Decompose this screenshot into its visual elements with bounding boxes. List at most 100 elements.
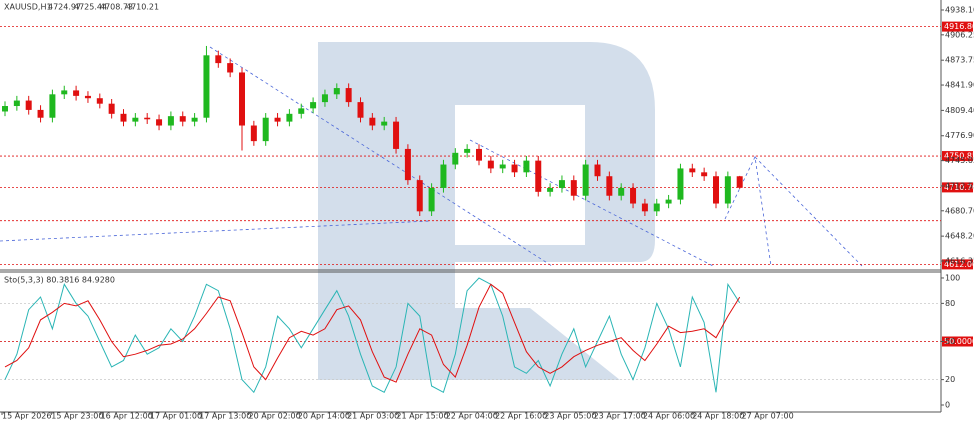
ohlc-high: 4725.44 (74, 3, 107, 12)
candle-body (487, 160, 494, 169)
candle-body (227, 63, 234, 73)
candle-body (191, 117, 198, 122)
candle-body (452, 152, 459, 165)
candle-body (84, 95, 91, 99)
y-tick-label: 80 (945, 299, 955, 308)
candle-body (156, 119, 163, 126)
candle-body (440, 164, 447, 188)
candle-body (25, 100, 32, 110)
level-tag-box (942, 182, 973, 193)
ohlc-low: 4708.73 (100, 3, 133, 12)
candle-body (713, 176, 719, 204)
candle-body (428, 187, 435, 212)
candle-body (570, 180, 577, 196)
indicator-line (4, 277, 741, 394)
candle-body (262, 117, 269, 142)
candle-body (653, 203, 660, 212)
y-tick-label: 0 (945, 401, 950, 410)
candle-body (61, 90, 68, 95)
candle-body (250, 125, 257, 142)
candle-body (108, 103, 115, 114)
candle-body (120, 113, 127, 122)
candle-body (215, 55, 222, 64)
indicator-line (4, 283, 741, 383)
candle-body (665, 199, 672, 204)
symbol: XAUUSD,H1 (4, 3, 52, 12)
candle-body (701, 172, 708, 177)
ohlc-open: 4724.97 (48, 3, 81, 12)
candle-body (96, 98, 103, 104)
level-tag: 4750.85 (942, 151, 974, 162)
candle-body (144, 117, 151, 120)
trend-line (469, 139, 714, 267)
x-tick-label: 23 Apr 05:00 (544, 412, 596, 421)
candle-body (535, 160, 542, 192)
level-tag-box (942, 336, 973, 347)
candle-body (239, 72, 245, 126)
candle-body (73, 90, 80, 96)
y-tick-label: 4616.35 (945, 256, 974, 265)
level-tag: 4710.70 (942, 182, 974, 193)
y-tick-label: 4680.70 (945, 206, 974, 215)
candle-body (345, 88, 352, 103)
level-tag-label: 4750.85 (944, 152, 974, 161)
x-tick-label: 17 Apr 13:00 (199, 412, 251, 421)
candle-body (286, 113, 293, 122)
y-tick-label: 4712.55 (945, 181, 974, 190)
candle-body (2, 106, 8, 112)
x-tick-label: 17 Apr 01:00 (150, 412, 202, 421)
ohlc-close: 4710.21 (126, 3, 159, 12)
candle-body (523, 160, 530, 173)
level-tag-label: 4612.00 (944, 260, 974, 269)
y-tick-label: 4938.10 (945, 5, 974, 14)
y-tick-label: 4776.90 (945, 131, 974, 140)
x-tick-label: 27 Apr 07:00 (742, 412, 794, 421)
x-tick-label: 15 Apr 2026 (2, 412, 51, 421)
y-tick-label: 4873.75 (945, 56, 974, 65)
level-tag: 4612.00 (942, 259, 974, 270)
y-tick-label: 4809.40 (945, 106, 974, 115)
y-tick-label: 4841.90 (945, 81, 974, 90)
y-tick-label: 4906.25 (945, 30, 974, 39)
candle-body (582, 164, 589, 196)
trend-line (754, 156, 863, 267)
x-tick-label: 24 Apr 18:00 (692, 412, 744, 421)
candle-body (618, 187, 625, 196)
candle-body (369, 117, 376, 126)
x-tick-label: 22 Apr 16:00 (495, 412, 547, 421)
candle-body (333, 88, 340, 95)
level-tag: 4916.80 (942, 21, 974, 32)
y-tick-label: 50 (945, 337, 955, 346)
x-tick-label: 21 Apr 03:00 (347, 412, 399, 421)
candle-body (381, 121, 388, 126)
candle-body (357, 102, 364, 118)
indicator-legend: Sto(5,3,3) 80.3816 84.9280 (4, 276, 115, 285)
level-tag-label: 50.0000 (944, 337, 974, 346)
candle-body (132, 117, 139, 122)
candle-body (393, 121, 400, 149)
level-tag: 50.0000 (942, 336, 974, 347)
x-tick-label: 22 Apr 04:00 (446, 412, 498, 421)
trend-lines (0, 46, 863, 267)
candle-body (404, 148, 411, 181)
candle-body (49, 94, 56, 118)
level-tag-label: 4916.80 (944, 22, 974, 31)
x-tick-label: 20 Apr 02:00 (249, 412, 301, 421)
candle-body (310, 102, 317, 109)
watermark (318, 42, 655, 380)
candle-body (689, 168, 696, 173)
y-tick-label: 4648.20 (945, 232, 974, 241)
candle-body (511, 164, 518, 173)
candle-body (736, 176, 743, 188)
candle-body (416, 180, 423, 212)
x-tick-label: 20 Apr 14:00 (298, 412, 350, 421)
level-tag-box (942, 259, 973, 270)
candle-body (167, 116, 174, 126)
candle-body (298, 108, 305, 114)
candle-body (558, 180, 565, 188)
level-tag-box (942, 151, 973, 162)
candle-body (179, 116, 186, 122)
candle-body (476, 148, 482, 161)
